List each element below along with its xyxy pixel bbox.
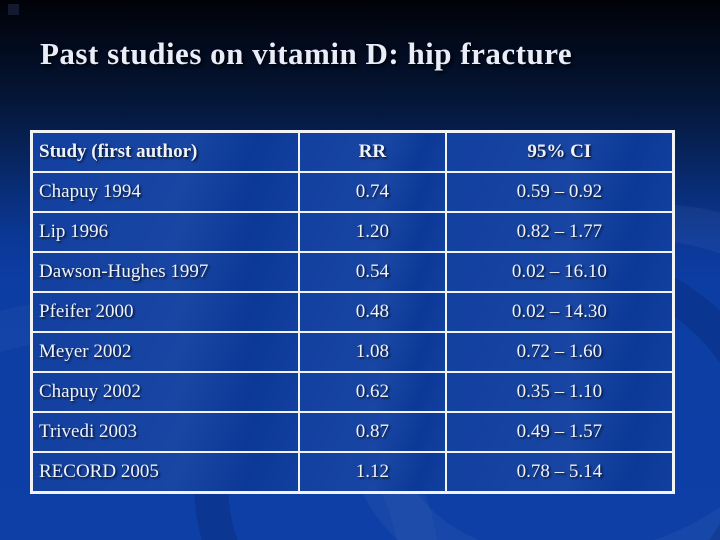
table-row: Lip 1996 1.20 0.82 – 1.77 — [30, 211, 675, 253]
rr-cell: 1.20 — [298, 211, 447, 253]
rr-cell: 1.12 — [298, 451, 447, 494]
table-row: Dawson-Hughes 1997 0.54 0.02 – 16.10 — [30, 251, 675, 293]
slide-title: Past studies on vitamin D: hip fracture — [40, 36, 573, 71]
ci-cell: 0.59 – 0.92 — [444, 171, 675, 213]
study-cell: Chapuy 1994 — [30, 171, 300, 213]
ci-cell: 0.49 – 1.57 — [444, 411, 675, 453]
ci-cell: 0.78 – 5.14 — [444, 451, 675, 494]
ci-cell: 0.02 – 16.10 — [444, 251, 675, 293]
table-row: Chapuy 1994 0.74 0.59 – 0.92 — [30, 171, 675, 213]
study-cell: Pfeifer 2000 — [30, 291, 300, 333]
table-row: Pfeifer 2000 0.48 0.02 – 14.30 — [30, 291, 675, 333]
study-cell: RECORD 2005 — [30, 451, 300, 494]
ci-cell: 0.35 – 1.10 — [444, 371, 675, 413]
table-row: RECORD 2005 1.12 0.78 – 5.14 — [30, 451, 675, 494]
table-row: Chapuy 2002 0.62 0.35 – 1.10 — [30, 371, 675, 413]
table-header-row: Study (first author) RR 95% CI — [30, 130, 675, 173]
column-header-study: Study (first author) — [30, 130, 300, 173]
rr-cell: 0.62 — [298, 371, 447, 413]
study-cell: Meyer 2002 — [30, 331, 300, 373]
column-header-ci: 95% CI — [444, 130, 675, 173]
study-cell: Lip 1996 — [30, 211, 300, 253]
rr-cell: 0.54 — [298, 251, 447, 293]
ci-cell: 0.02 – 14.30 — [444, 291, 675, 333]
study-cell: Chapuy 2002 — [30, 371, 300, 413]
table-row: Trivedi 2003 0.87 0.49 – 1.57 — [30, 411, 675, 453]
rr-cell: 0.87 — [298, 411, 447, 453]
rr-cell: 0.48 — [298, 291, 447, 333]
study-results-table: Study (first author) RR 95% CI Chapuy 19… — [30, 130, 675, 494]
decorative-square — [8, 4, 19, 15]
ci-cell: 0.82 – 1.77 — [444, 211, 675, 253]
ci-cell: 0.72 – 1.60 — [444, 331, 675, 373]
study-cell: Trivedi 2003 — [30, 411, 300, 453]
table-row: Meyer 2002 1.08 0.72 – 1.60 — [30, 331, 675, 373]
column-header-rr: RR — [298, 130, 447, 173]
study-cell: Dawson-Hughes 1997 — [30, 251, 300, 293]
rr-cell: 0.74 — [298, 171, 447, 213]
rr-cell: 1.08 — [298, 331, 447, 373]
